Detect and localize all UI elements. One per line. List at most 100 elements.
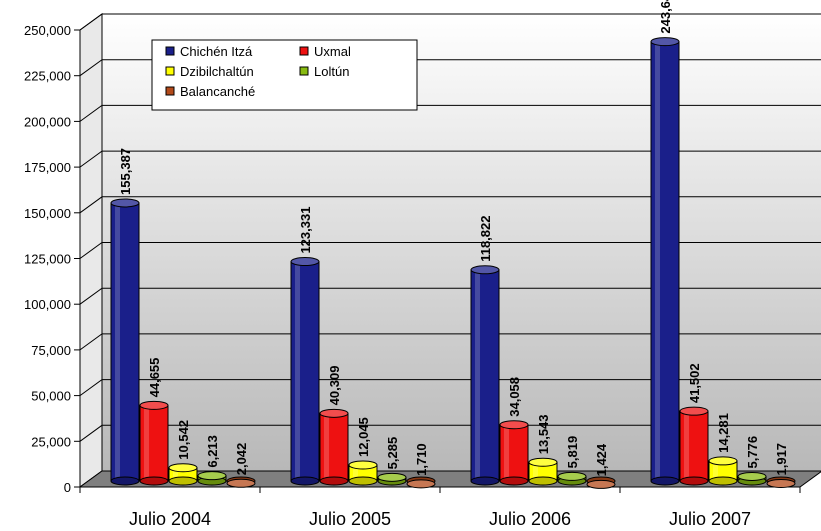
gridline [79,424,821,442]
y-tick-label: 200,000 [24,114,71,129]
bar-top [226,478,256,488]
bar-top [348,460,378,470]
data-label: 10,542 [176,420,191,460]
gridline [79,196,821,214]
gridline [79,150,821,168]
bar-top [650,37,680,47]
bar-top [139,400,169,410]
bar-highlight [533,462,538,481]
bar-top [168,463,198,473]
bar [737,471,767,486]
legend-label: Dzibilchaltún [180,64,254,79]
bar-base [319,476,349,486]
data-label: 5,819 [565,436,580,469]
data-label: 5,285 [385,437,400,470]
data-label: 2,042 [234,443,249,476]
gridline [79,13,821,31]
legend-label: Uxmal [314,44,351,59]
bar [348,460,378,486]
y-tick-label: 175,000 [24,160,71,175]
bar-top [319,408,349,418]
gridline [79,59,821,77]
bar [139,400,169,486]
y-tick-label: 75,000 [31,343,71,358]
bar-top [528,457,558,467]
data-label: 34,058 [507,377,522,417]
bar [290,257,320,486]
bar-top [737,471,767,481]
bar [499,420,529,486]
bar [110,198,140,486]
legend-label: Loltún [314,64,349,79]
bar [197,471,227,486]
bar-base [499,476,529,486]
legend-swatch [165,46,175,56]
data-labels: 155,387 44,655 10,542 6,213 2,042 123,331 40,3… [118,0,789,476]
bar-top [110,198,140,208]
bar [679,406,709,486]
bar [766,476,796,488]
y-tick-label: 50,000 [31,389,71,404]
data-label: 12,045 [356,417,371,457]
gridline [79,104,821,122]
legend-label: Balancanché [180,84,255,99]
bar [406,476,436,489]
x-tick-label: Julio 2005 [309,509,391,529]
x-tick-label: Julio 2004 [129,509,211,529]
bar-highlight [115,202,120,481]
y-tick-label: 225,000 [24,69,71,84]
data-label: 13,543 [536,414,551,454]
y-axis: 0 25,000 50,000 75,000 100,000 125,000 150,000… [24,23,81,495]
gridline [79,333,821,351]
bar-top [377,472,407,482]
bar-base [679,476,709,486]
data-label: 123,331 [298,207,313,254]
gridline [79,379,821,397]
bar-base [290,476,320,486]
data-label: 5,776 [745,436,760,469]
data-label: 40,309 [327,366,342,406]
y-tick-label: 125,000 [24,252,71,267]
data-label: 6,213 [205,435,220,468]
gridline [79,287,821,305]
bar-top [406,479,436,489]
legend-swatch [165,86,175,96]
bar-top [197,471,227,481]
bar [528,457,558,486]
bar-top [499,420,529,430]
data-label: 243,644 [658,0,673,34]
legend-label: Chichén Itzá [180,44,253,59]
bar-top [290,257,320,267]
bar-highlight [324,413,329,481]
legend-box [151,39,418,111]
bar-base [168,476,198,486]
bar-highlight [504,424,509,481]
legend-swatch [299,66,309,76]
bar-highlight [353,464,358,481]
bar-highlight [684,411,689,481]
bar-base [348,476,378,486]
bar-top [766,478,796,488]
data-label: 41,502 [687,363,702,403]
bar-highlight [173,467,178,481]
data-label: 118,822 [478,216,493,262]
y-tick-label: 100,000 [24,297,71,312]
legend-swatch [165,66,175,76]
bar-top [586,479,616,489]
bar [226,476,256,488]
y-tick-label: 250,000 [24,23,71,38]
x-tick-label: Julio 2007 [669,509,751,529]
gridlines [79,13,821,488]
bar-base [470,476,500,486]
bar [557,471,587,486]
x-tick-label: Julio 2006 [489,509,571,529]
bar [708,456,738,486]
bar [650,37,680,486]
bar [586,476,616,489]
bar-highlight [144,405,149,481]
legend-swatch [299,46,309,56]
bar-base [708,476,738,486]
bar-highlight [655,41,660,481]
bar-top [708,456,738,466]
data-label: 1,424 [594,443,609,476]
